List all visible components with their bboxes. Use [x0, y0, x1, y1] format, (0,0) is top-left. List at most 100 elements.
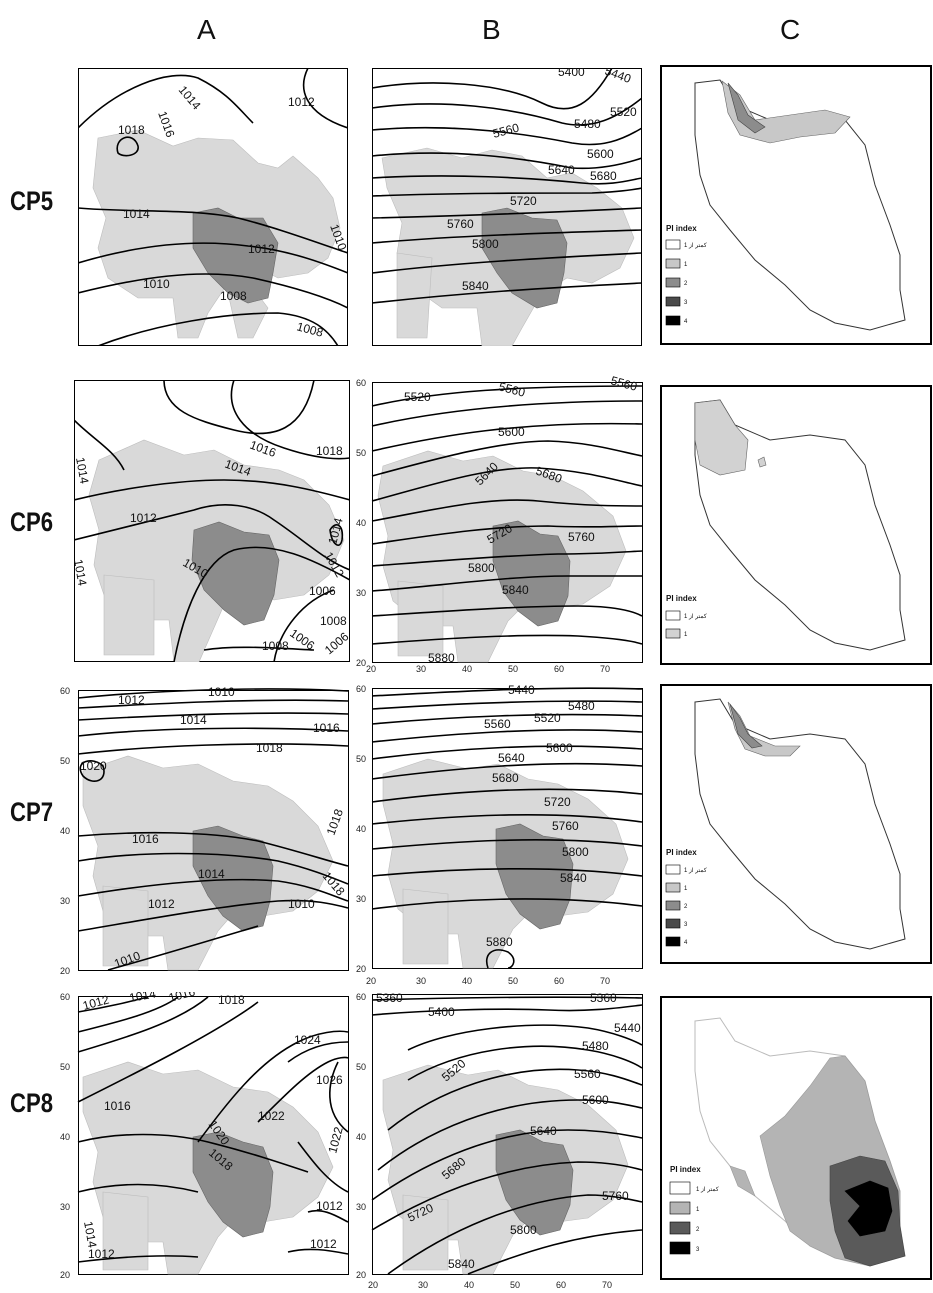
isobar-label: 1012 [118, 693, 145, 707]
y-tick-label: 40 [356, 824, 366, 834]
legend-label: 4 [684, 940, 688, 946]
legend-label: 3 [696, 1247, 700, 1253]
contour-label: 5480 [582, 1039, 609, 1053]
y-tick-label: 20 [60, 966, 70, 976]
x-tick-label: 60 [554, 976, 564, 986]
isobar-label: 1014 [325, 516, 346, 546]
isobar-label: 1010 [288, 897, 315, 911]
y-tick-label: 50 [356, 754, 366, 764]
pi-legend: كمتر از 1 1 2 3 [669, 1181, 719, 1255]
pi-index-map-cp6: PI index كمتر از 1 1 [660, 385, 932, 665]
y-tick-label: 50 [356, 448, 366, 458]
isobar-label: 1014 [123, 207, 150, 221]
y-tick-label: 60 [356, 992, 366, 1002]
x-tick-label: 60 [554, 664, 564, 672]
pi-legend: كمتر از 1 1 [665, 610, 707, 639]
panel-cp5-a: 1014 1016 1012 1018 1014 1012 1010 1010 … [78, 68, 348, 346]
isobar-label: 1018 [218, 993, 245, 1007]
row-label-cp5: CP5 [10, 186, 54, 216]
contour-label: 5840 [560, 871, 587, 885]
y-tick-label: 30 [356, 1202, 366, 1212]
isobar-label: 1018 [316, 444, 343, 458]
isobar-label: 1010 [143, 277, 170, 291]
contour-label: 5600 [587, 147, 614, 161]
panel-cp6-c: PI index كمتر از 1 1 [660, 385, 932, 665]
contour-label: 5560 [491, 120, 521, 141]
y-tick-label: 20 [60, 1270, 70, 1280]
legend-title: PI index [666, 594, 697, 603]
isobar-label: 1012 [130, 511, 157, 525]
contour-label: 5400 [428, 1005, 455, 1019]
y-tick-label: 60 [60, 992, 70, 1002]
x-tick-label: 30 [418, 1280, 428, 1290]
contour-label: 5360 [590, 991, 617, 1005]
contour-label: 5480 [574, 117, 601, 131]
isobar-label: 1012 [310, 1237, 337, 1251]
legend-label: كمتر از 1 [684, 613, 707, 620]
panel-cp7-c: PI index كمتر از 1 1 2 3 4 [660, 684, 932, 964]
legend-label: 1 [696, 1207, 700, 1213]
isobar-label: 1010 [208, 686, 235, 699]
sea-level-pressure-map-cp5: 1014 1016 1012 1018 1014 1012 1010 1010 … [78, 68, 348, 346]
contour-label: 5440 [508, 684, 535, 697]
sea-level-pressure-map-cp7: 1012 1010 1014 1016 1018 1020 1016 1014 … [60, 686, 349, 976]
legend-title: PI index [666, 224, 697, 233]
isobar-label: 1026 [316, 1073, 343, 1087]
row-label-cp8: CP8 [10, 1088, 54, 1118]
sea-level-pressure-map-cp8: 1012 1014 1016 1018 1024 1026 1016 1020 … [60, 992, 349, 1280]
isobar-label: 1018 [256, 741, 283, 755]
legend-label: 2 [684, 281, 688, 287]
y-tick-label: 20 [356, 658, 366, 668]
column-header-a: A [197, 14, 216, 45]
contour-label: 5800 [562, 845, 589, 859]
contour-label: 5680 [590, 169, 617, 183]
isobar-label: 1012 [316, 1199, 343, 1213]
x-tick-label: 30 [416, 976, 426, 986]
column-header-c: C [780, 14, 801, 45]
isobar-label: 1016 [132, 832, 159, 846]
isobar-label: 1016 [313, 721, 340, 735]
legend-label: كمتر از 1 [684, 242, 707, 249]
contour-label: 5840 [448, 1257, 475, 1271]
isobar-label: 1008 [220, 289, 247, 303]
contour-label: 5760 [602, 1189, 629, 1203]
isobar-label: 1022 [325, 1125, 346, 1155]
y-tick-label: 60 [60, 686, 70, 696]
legend-label: 3 [684, 300, 688, 306]
isobar-label: 1014 [198, 867, 225, 881]
contour-label: 5520 [610, 105, 637, 119]
y-tick-label: 60 [356, 378, 366, 388]
geopotential-map-cp5: 5400 5440 5480 5520 5560 5600 5640 5680 … [372, 68, 642, 346]
legend-label: 1 [684, 886, 688, 892]
contour-label: 5720 [544, 795, 571, 809]
contour-label: 5600 [546, 741, 573, 755]
x-tick-label: 50 [508, 664, 518, 672]
x-tick-label: 40 [462, 664, 472, 672]
sea-level-pressure-map-cp6: 1016 1018 1014 1014 1012 1010 1014 1012 … [74, 380, 350, 662]
isobar-label: 1012 [148, 897, 175, 911]
y-tick-label: 30 [60, 896, 70, 906]
contour-label: 5480 [568, 699, 595, 713]
contour-label: 5600 [582, 1093, 609, 1107]
isobar-label: 1016 [104, 1099, 131, 1113]
x-tick-label: 50 [510, 1280, 520, 1290]
contour-label: 5840 [502, 583, 529, 597]
contour-label: 5560 [484, 717, 511, 731]
x-tick-label: 20 [368, 1280, 378, 1290]
contour-label: 5640 [498, 751, 525, 765]
isobar-label: 1012 [288, 95, 315, 109]
row-label-cp6: CP6 [10, 507, 54, 537]
pi-index-map-cp5: PI index كمتر از 1 1 2 3 4 [660, 65, 932, 345]
pi-index-map-cp8: PI index كمتر از 1 1 2 3 [660, 996, 932, 1280]
contour-label: 5640 [548, 163, 575, 177]
y-tick-label: 30 [356, 588, 366, 598]
pi-index-map-cp7: PI index كمتر از 1 1 2 3 4 [660, 684, 932, 964]
geopotential-map-cp6: 5520 5560 5560 5600 5640 5680 5720 5760 … [356, 376, 643, 672]
contour-label: 5720 [510, 194, 537, 208]
panel-cp8-c: PI index كمتر از 1 1 2 3 [660, 996, 932, 1280]
legend-label: كمتر از 1 [684, 867, 707, 874]
y-tick-label: 40 [60, 1132, 70, 1142]
x-tick-label: 30 [416, 664, 426, 672]
contour-label: 5560 [574, 1067, 601, 1081]
contour-label: 5520 [404, 390, 431, 404]
